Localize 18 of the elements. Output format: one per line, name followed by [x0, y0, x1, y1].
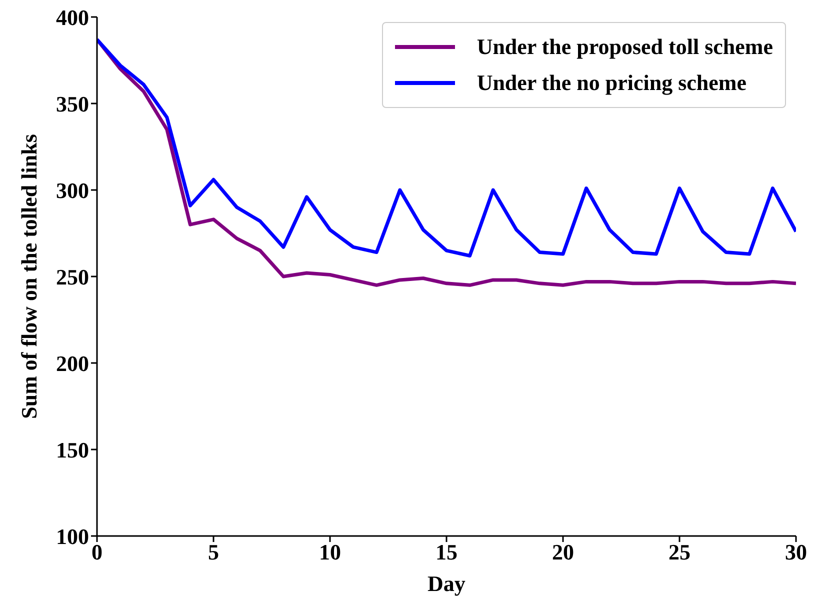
x-tick-label: 0	[92, 540, 102, 565]
x-tick-label: 25	[668, 540, 690, 565]
x-tick-label: 10	[319, 540, 341, 565]
legend-label: Under the proposed toll scheme	[476, 34, 773, 60]
x-tick-label: 15	[436, 540, 458, 565]
x-tick-label: 5	[208, 540, 219, 565]
y-axis-title: Sum of flow on the tolled links	[16, 134, 42, 419]
legend-label: Under the no pricing scheme	[476, 70, 747, 96]
y-tick-label: 350	[56, 91, 89, 116]
y-tick-label: 100	[56, 524, 89, 549]
x-axis-title: Day	[428, 570, 466, 596]
y-tick-label: 400	[56, 4, 89, 30]
y-tick-label: 300	[56, 178, 89, 203]
y-tick-label: 250	[56, 264, 89, 290]
y-tick-label: 150	[56, 437, 89, 462]
y-tick-label: 200	[56, 350, 89, 376]
x-tick-label: 30	[785, 540, 807, 565]
x-tick-label: 20	[552, 540, 574, 565]
